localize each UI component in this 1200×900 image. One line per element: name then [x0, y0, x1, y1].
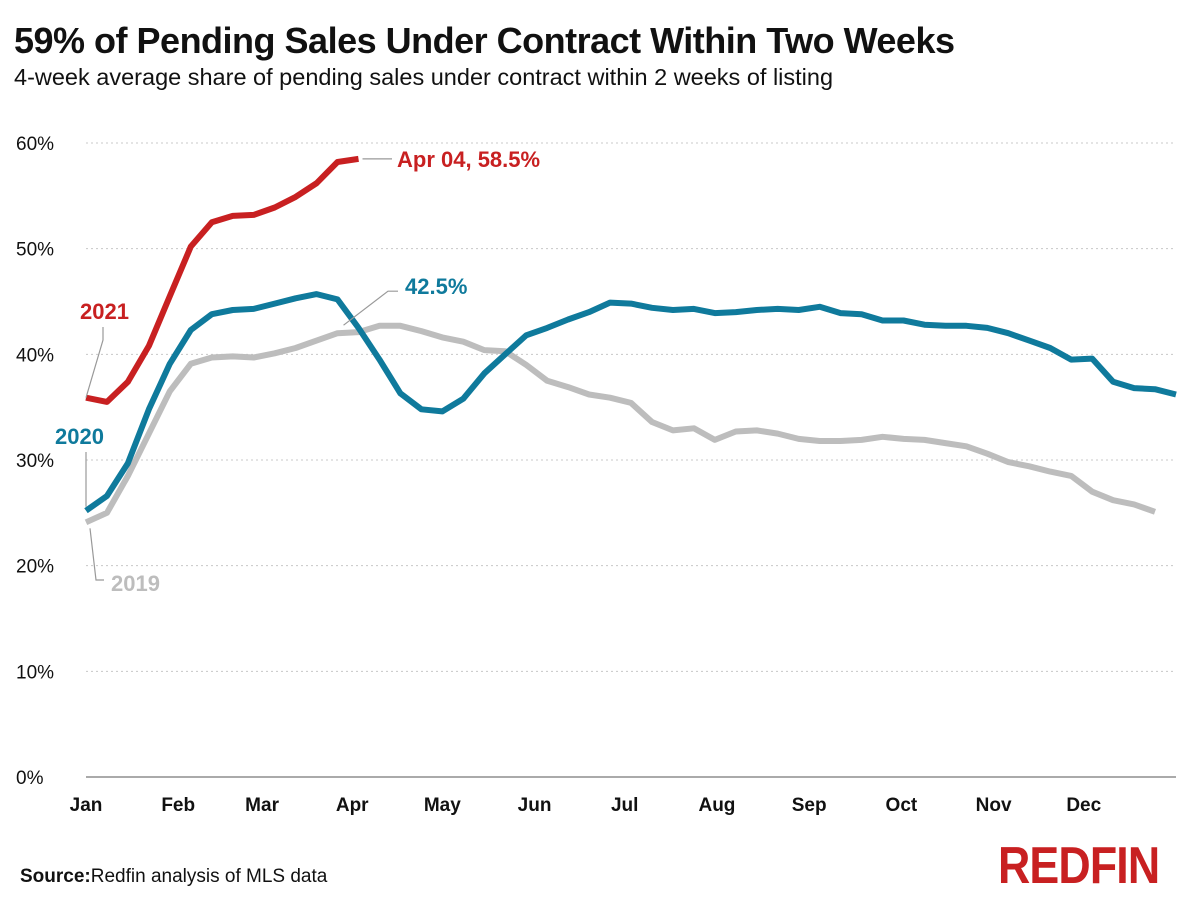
redfin-logo: REDFIN [998, 837, 1160, 895]
x-tick-label: Mar [245, 795, 279, 816]
series-label-2020: 2020 [55, 424, 104, 449]
x-tick-label: Jul [611, 795, 638, 816]
x-tick-label: Dec [1066, 795, 1101, 816]
x-tick-label: Nov [976, 795, 1012, 816]
series-line-2020 [84, 291, 1177, 514]
x-tick-label: Apr [336, 795, 369, 816]
y-tick-label: 10% [16, 662, 54, 683]
x-tick-label: Oct [886, 795, 918, 816]
chart-subtitle: 4-week average share of pending sales un… [14, 64, 834, 90]
leader-line-2021 [85, 327, 104, 398]
series-line-2021 [85, 155, 359, 405]
series-label-2019: 2019 [111, 571, 160, 596]
x-tick-label: Sep [792, 795, 827, 816]
leader-line-2019 [89, 528, 104, 581]
y-tick-label: 20% [16, 557, 54, 578]
annotations: 2021 Apr 04, 58.5% 2020 42.5% 2019 [55, 147, 540, 596]
y-tick-label: 30% [16, 451, 54, 472]
y-tick-label: 60% [16, 134, 54, 155]
series-lines [84, 155, 1177, 526]
x-tick-label: Jun [518, 795, 552, 816]
y-tick-label: 50% [16, 240, 54, 261]
end-label-2021: Apr 04, 58.5% [397, 147, 540, 172]
leader-line-2020-value [343, 290, 398, 326]
x-tick-label: Feb [161, 795, 195, 816]
series-label-2021: 2021 [80, 299, 129, 324]
chart-title: 59% of Pending Sales Under Contract With… [14, 20, 955, 61]
y-tick-label: 0% [16, 768, 44, 789]
x-axis-ticks: Jan Feb Mar Apr May Jun Jul Aug Sep Oct Nov Dec [70, 795, 1102, 816]
value-label-2020: 42.5% [405, 274, 467, 299]
x-tick-label: Aug [698, 795, 735, 816]
y-tick-label: 40% [16, 345, 54, 366]
x-tick-label: Jan [70, 795, 103, 816]
y-axis-ticks: 0% 10% 20% 30% 40% 50% 60% [16, 134, 54, 789]
x-tick-label: May [424, 795, 461, 816]
source-note: Source:Redfin analysis of MLS data [20, 866, 327, 888]
source-text: Redfin analysis of MLS data [90, 866, 328, 887]
source-label: Source: [20, 866, 91, 887]
series-line-2019 [84, 322, 1157, 526]
